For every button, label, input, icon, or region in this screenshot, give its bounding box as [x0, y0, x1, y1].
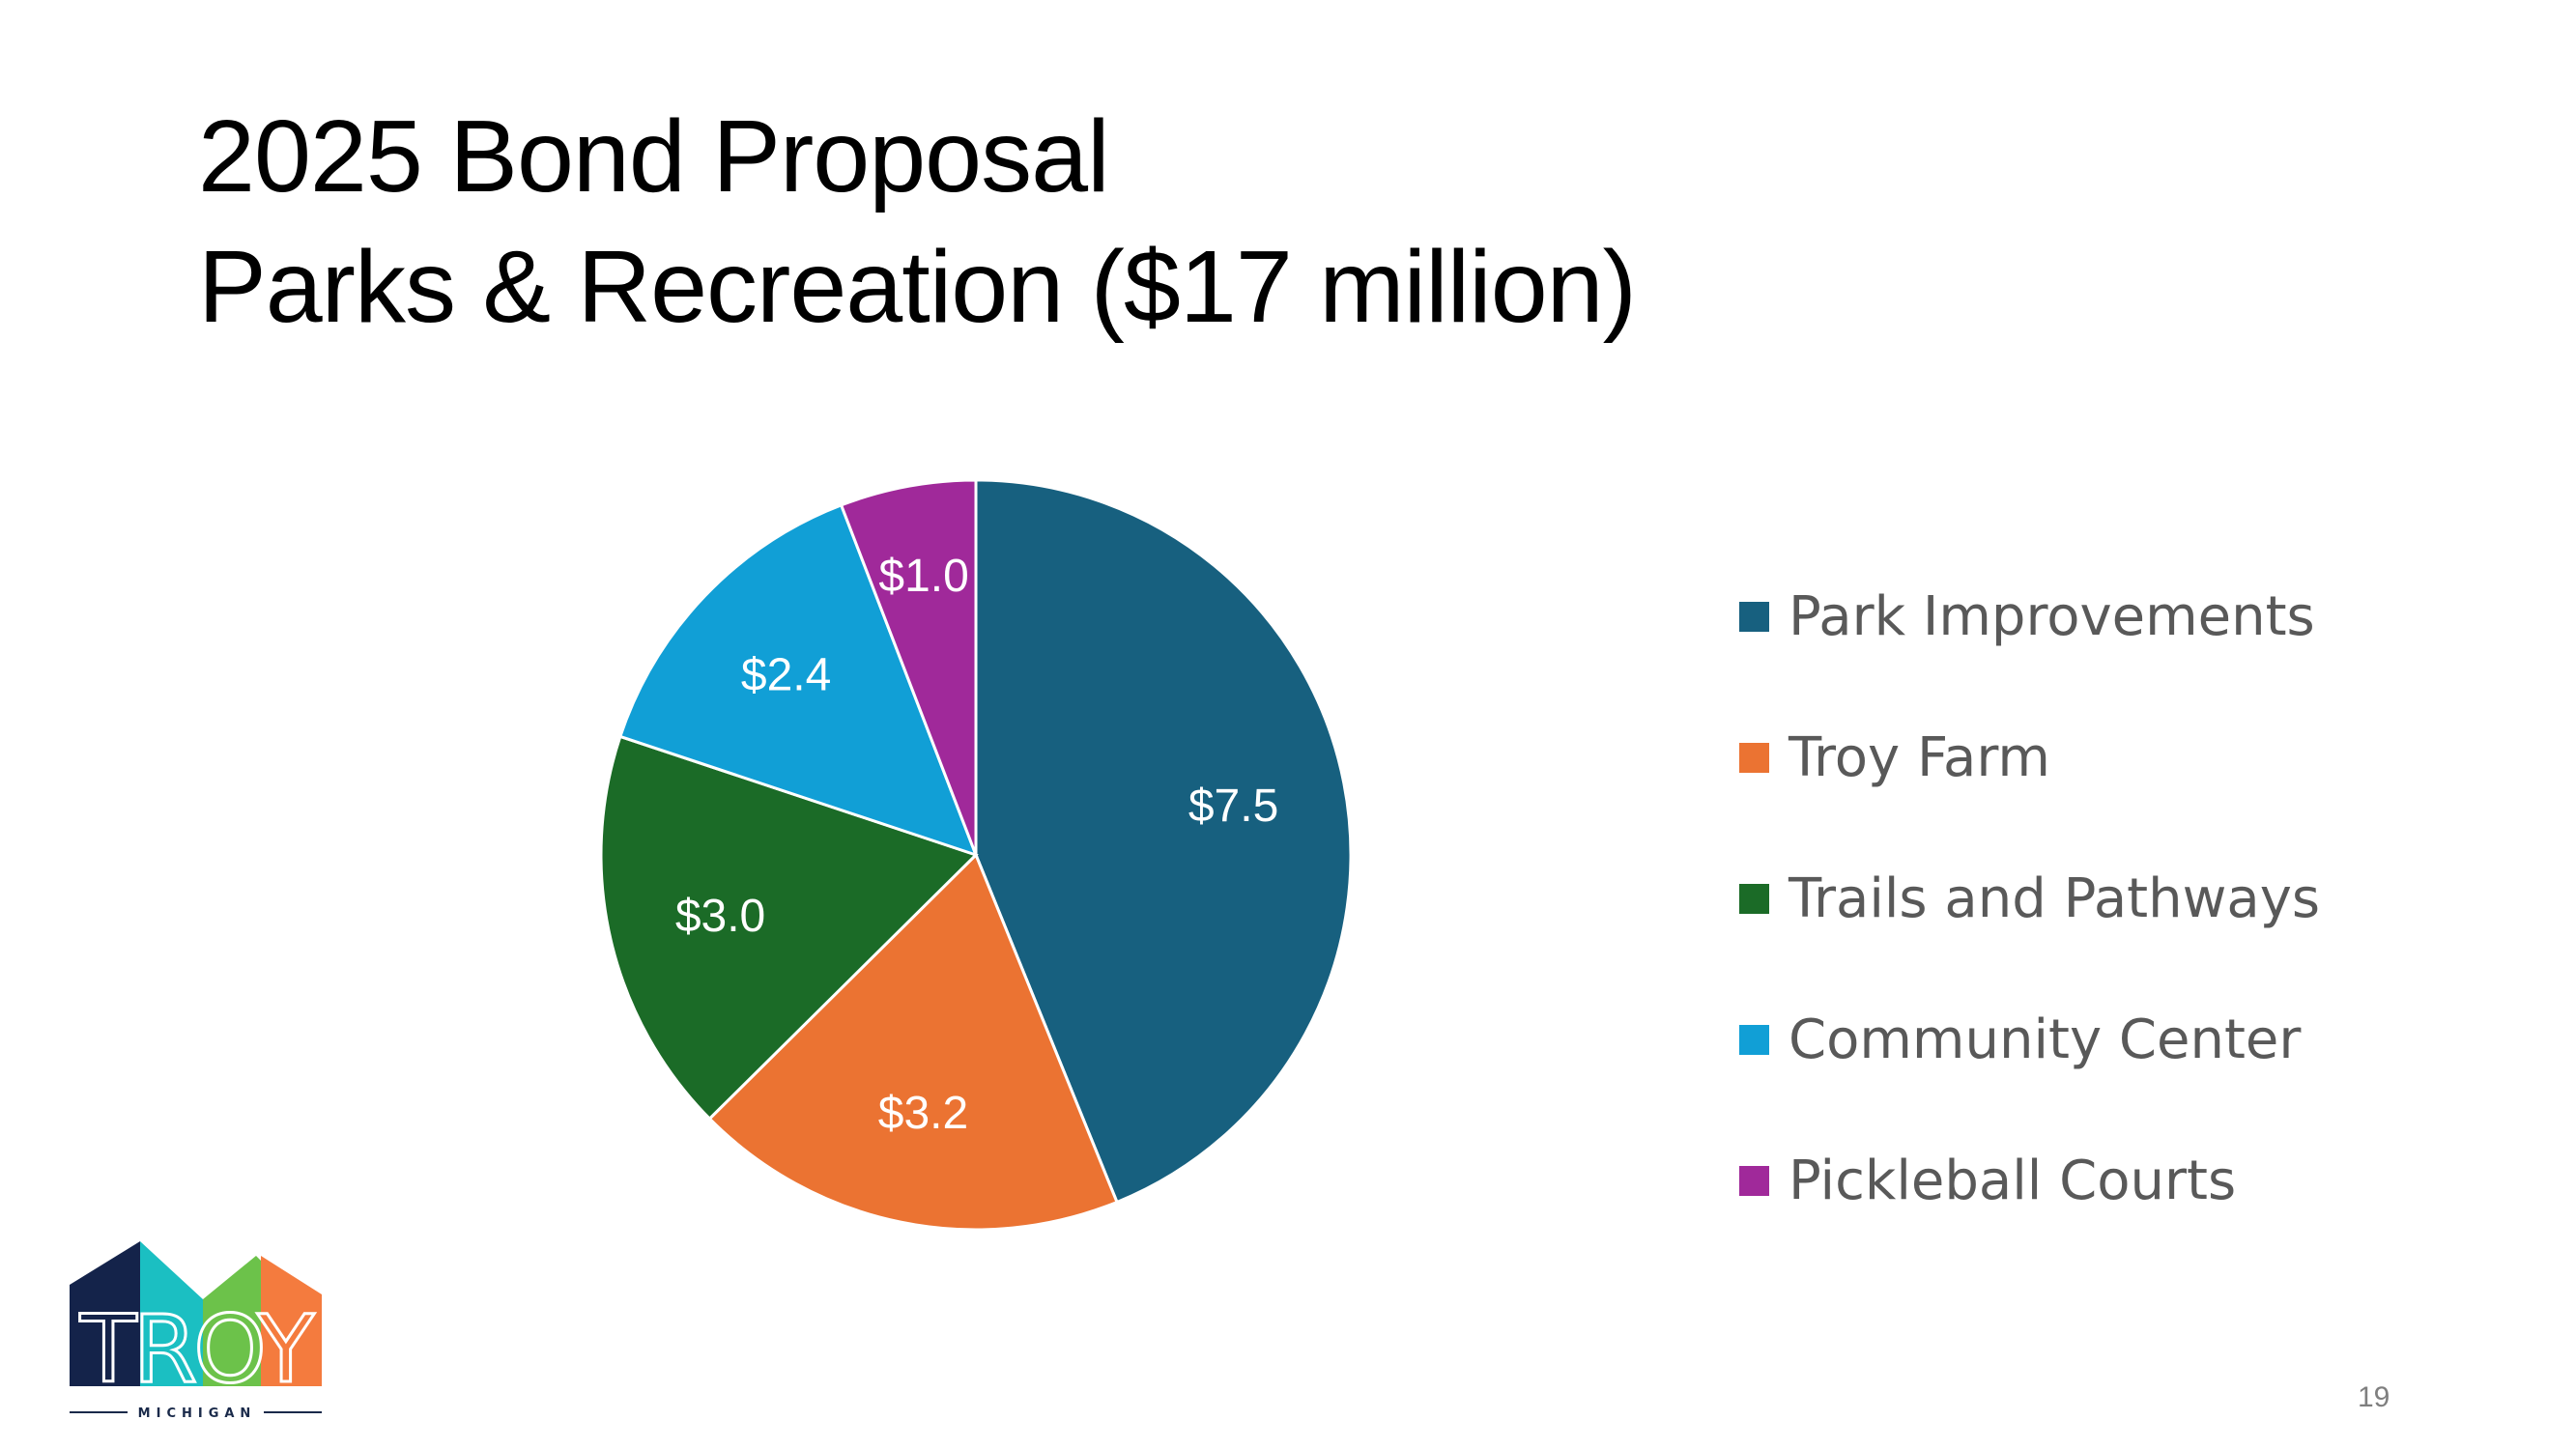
- logo-house-shapes: [70, 1241, 322, 1386]
- legend-label: Trails and Pathways: [1789, 867, 2321, 930]
- title-line-1: 2025 Bond Proposal: [198, 99, 1110, 213]
- pie-slice-park-improvements: [974, 478, 1353, 1205]
- legend-swatch: [1739, 1024, 1769, 1055]
- pie-chart: $7.5 $3.2 $3.0 $2.4 $1.0: [599, 478, 1353, 1232]
- logo-house-navy: [70, 1241, 140, 1386]
- data-label-trails-and-pathways: $3.0: [675, 891, 765, 942]
- pie-slices: [599, 478, 1353, 1232]
- legend-swatch: [1739, 883, 1769, 914]
- data-label-pickleball-courts: $1.0: [878, 551, 968, 602]
- legend-item-community-center: Community Center: [1739, 969, 2320, 1110]
- pie-slice-pickleball-courts: [839, 478, 978, 856]
- logo-house-teal: [140, 1241, 203, 1386]
- data-label-community-center: $2.4: [741, 649, 831, 700]
- legend-item-pickleball-courts: Pickleball Courts: [1739, 1110, 2320, 1251]
- legend-item-troy-farm: Troy Farm: [1739, 687, 2320, 828]
- legend-swatch: [1739, 742, 1769, 773]
- logo-house-orange: [261, 1256, 322, 1386]
- legend-swatch: [1739, 1165, 1769, 1196]
- legend-item-trails-and-pathways: Trails and Pathways: [1739, 828, 2320, 969]
- slide-title: 2025 Bond Proposal Parks & Recreation ($…: [198, 92, 1637, 353]
- legend-swatch: [1739, 601, 1769, 632]
- legend-label: Park Improvements: [1789, 584, 2315, 648]
- legend-label: Troy Farm: [1789, 725, 2050, 789]
- data-label-park-improvements: $7.5: [1188, 781, 1278, 832]
- logo-caption: MICHIGAN: [138, 1406, 257, 1421]
- logo-wordmark: TROY: [79, 1295, 315, 1404]
- pie-slice-troy-farm: [707, 852, 1119, 1232]
- page-number: 19: [2358, 1381, 2390, 1413]
- legend-label: Pickleball Courts: [1789, 1149, 2237, 1212]
- pie-data-labels: $7.5 $3.2 $3.0 $2.4 $1.0: [675, 551, 1278, 1139]
- legend-item-park-improvements: Park Improvements: [1739, 546, 2320, 687]
- pie-slice-trails-and-pathways: [599, 734, 979, 1122]
- chart-legend: Park Improvements Troy Farm Trails and Pat…: [1739, 546, 2320, 1251]
- troy-michigan-logo: TROY MICHIGAN: [70, 1241, 322, 1421]
- logo-house-green: [203, 1256, 261, 1386]
- legend-label: Community Center: [1789, 1008, 2302, 1071]
- data-label-troy-farm: $3.2: [878, 1088, 968, 1139]
- title-line-2: Parks & Recreation ($17 million): [198, 230, 1637, 344]
- pie-slice-community-center: [617, 502, 979, 858]
